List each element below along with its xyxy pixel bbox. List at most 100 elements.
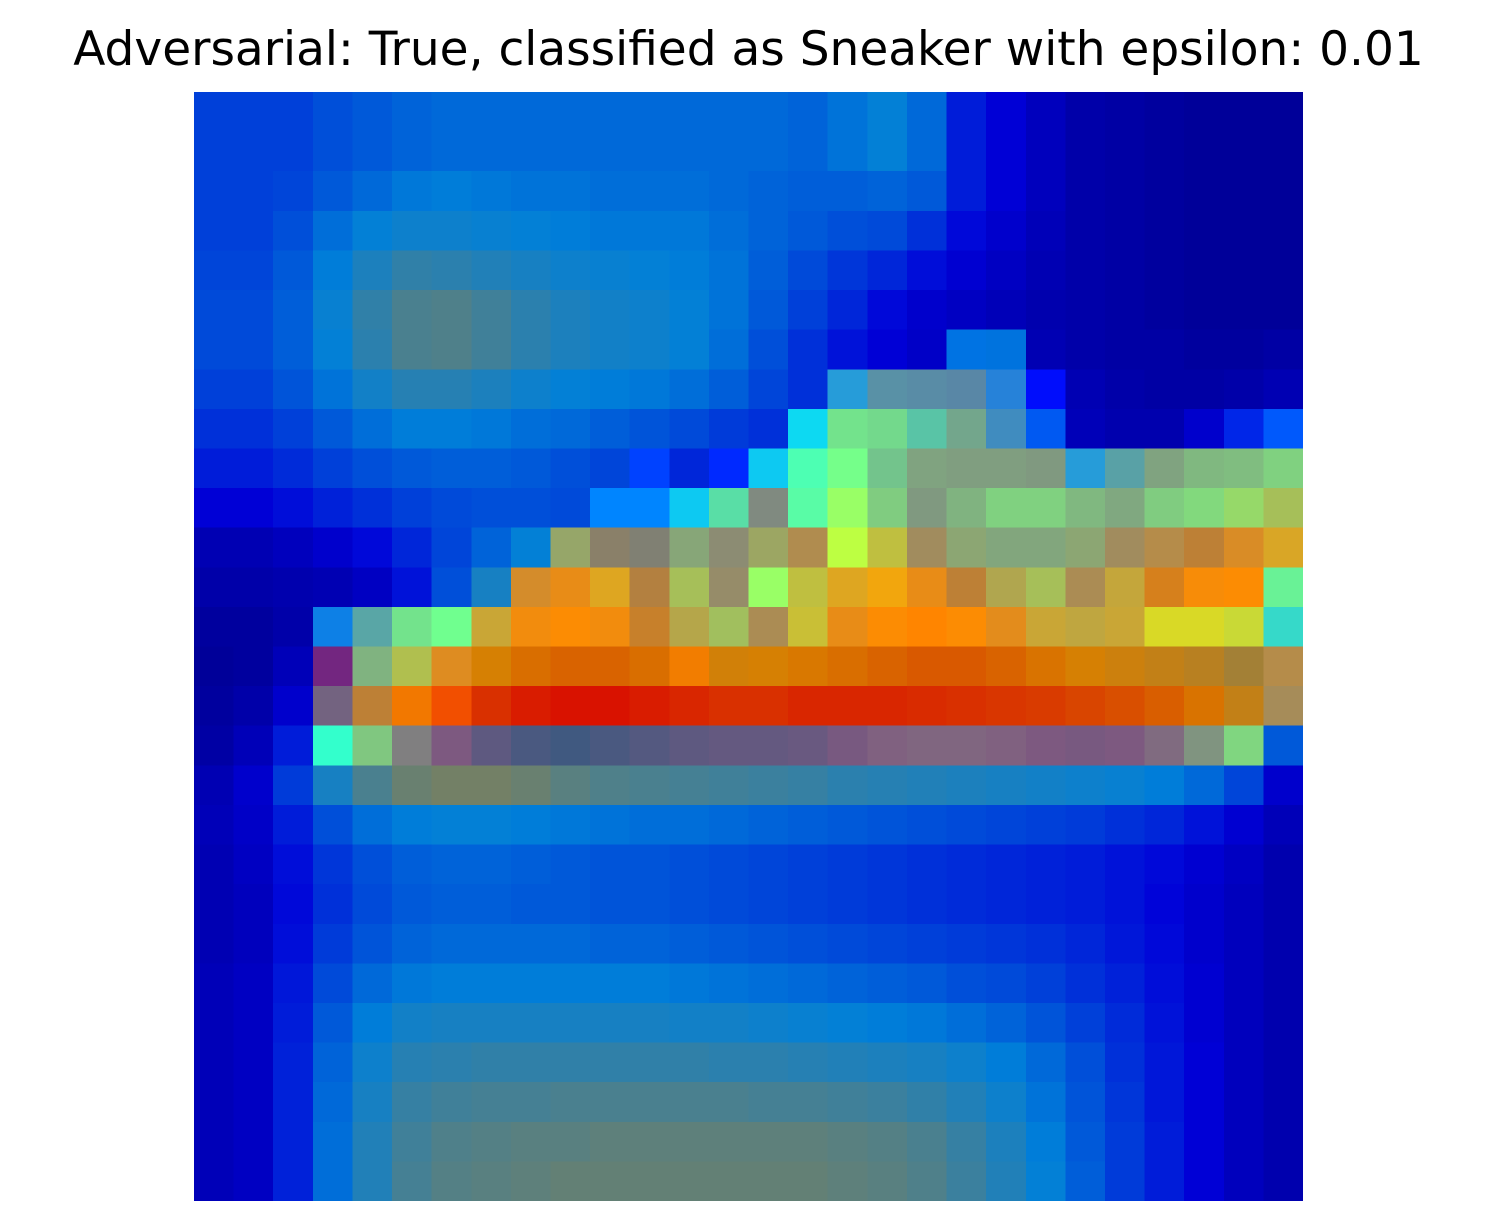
heatmap-cell	[788, 765, 829, 806]
heatmap-cell	[392, 171, 433, 212]
heatmap-cell	[510, 1002, 552, 1044]
heatmap-cell	[590, 1042, 631, 1083]
heatmap-cell	[986, 290, 1027, 331]
heatmap-cell	[471, 488, 512, 529]
heatmap-cell	[1104, 527, 1146, 569]
heatmap-cell	[510, 369, 552, 410]
heatmap-cell	[986, 765, 1027, 806]
heatmap-cell	[867, 488, 908, 529]
heatmap-cell	[748, 844, 789, 885]
heatmap-cell	[1065, 488, 1106, 529]
heatmap-cell	[748, 606, 789, 648]
heatmap-cell	[748, 210, 789, 252]
heatmap-cell	[946, 606, 987, 648]
heatmap-cell	[788, 1082, 829, 1123]
heatmap-cell	[906, 92, 948, 133]
heatmap-cell	[1223, 488, 1265, 529]
heatmap-cell	[1184, 567, 1225, 608]
heatmap-cell	[233, 1161, 275, 1201]
heatmap-cell	[708, 527, 750, 569]
heatmap-cell	[1065, 408, 1106, 450]
heatmap-cell	[471, 448, 512, 489]
heatmap-cell	[194, 804, 235, 846]
heatmap-cell	[233, 329, 275, 371]
heatmap-cell	[629, 963, 671, 1004]
heatmap-cell	[550, 250, 591, 291]
heatmap-cell	[550, 210, 591, 252]
heatmap-cell	[392, 250, 433, 291]
heatmap-cell	[1263, 210, 1303, 252]
heatmap-cell	[590, 804, 631, 846]
heatmap-cell	[669, 725, 710, 767]
heatmap-cell	[273, 884, 314, 925]
heatmap-cell	[748, 725, 789, 767]
heatmap-cell	[788, 527, 829, 569]
heatmap-cell	[590, 646, 631, 687]
heatmap-cell	[788, 1002, 829, 1044]
heatmap-cell	[352, 1121, 393, 1163]
heatmap-cell	[550, 567, 591, 608]
heatmap-cell	[1144, 250, 1185, 291]
heatmap-cell	[233, 92, 275, 133]
heatmap-cell	[352, 448, 393, 489]
heatmap-cell	[827, 329, 869, 371]
heatmap-cell	[946, 290, 987, 331]
heatmap-cell	[1065, 606, 1106, 648]
heatmap-cell	[590, 923, 631, 965]
heatmap-cell	[194, 606, 235, 648]
heatmap-cell	[431, 765, 473, 806]
heatmap-cell	[708, 646, 750, 687]
heatmap-cell	[669, 646, 710, 687]
heatmap-cell	[590, 329, 631, 371]
heatmap-cell	[867, 646, 908, 687]
heatmap-cell	[1223, 1121, 1265, 1163]
heatmap-cell	[867, 527, 908, 569]
heatmap-cell	[708, 804, 750, 846]
heatmap-cell	[431, 527, 473, 569]
heatmap-cell	[312, 92, 354, 133]
heatmap-cell	[906, 290, 948, 331]
heatmap-cell	[1065, 646, 1106, 687]
heatmap-cell	[1025, 686, 1067, 727]
heatmap-cell	[550, 329, 591, 371]
heatmap-cell	[986, 963, 1027, 1004]
heatmap-cell	[1184, 92, 1225, 133]
heatmap-cell	[550, 844, 591, 885]
heatmap-cell	[233, 290, 275, 331]
heatmap-cell	[867, 1042, 908, 1083]
heatmap-cell	[748, 527, 789, 569]
heatmap-cell	[906, 250, 948, 291]
heatmap-cell	[946, 686, 987, 727]
heatmap-cell	[827, 369, 869, 410]
heatmap-cell	[273, 488, 314, 529]
heatmap-cell	[1144, 210, 1185, 252]
heatmap-cell	[1065, 1042, 1106, 1083]
heatmap-cell	[471, 804, 512, 846]
heatmap-cell	[273, 1002, 314, 1044]
heatmap-cell	[392, 567, 433, 608]
heatmap-cell	[1065, 369, 1106, 410]
heatmap-cell	[788, 1161, 829, 1201]
heatmap-cell	[748, 290, 789, 331]
heatmap-cell	[1025, 329, 1067, 371]
heatmap-cell	[1065, 686, 1106, 727]
heatmap-cell	[986, 171, 1027, 212]
heatmap-cell	[986, 329, 1027, 371]
heatmap-cell	[273, 963, 314, 1004]
heatmap-cell	[1025, 1161, 1067, 1201]
heatmap-cells	[194, 92, 1303, 1201]
heatmap-cell	[867, 448, 908, 489]
heatmap-cell	[1263, 1161, 1303, 1201]
heatmap-cell	[669, 686, 710, 727]
heatmap-cell	[867, 1082, 908, 1123]
heatmap-cell	[1263, 765, 1303, 806]
heatmap-cell	[312, 804, 354, 846]
heatmap-cell	[1065, 884, 1106, 925]
heatmap-cell	[788, 884, 829, 925]
heatmap-cell	[312, 1161, 354, 1201]
heatmap-cell	[906, 646, 948, 687]
heatmap-cell	[906, 369, 948, 410]
heatmap-cell	[471, 210, 512, 252]
heatmap-cell	[194, 923, 235, 965]
heatmap-cell	[471, 606, 512, 648]
